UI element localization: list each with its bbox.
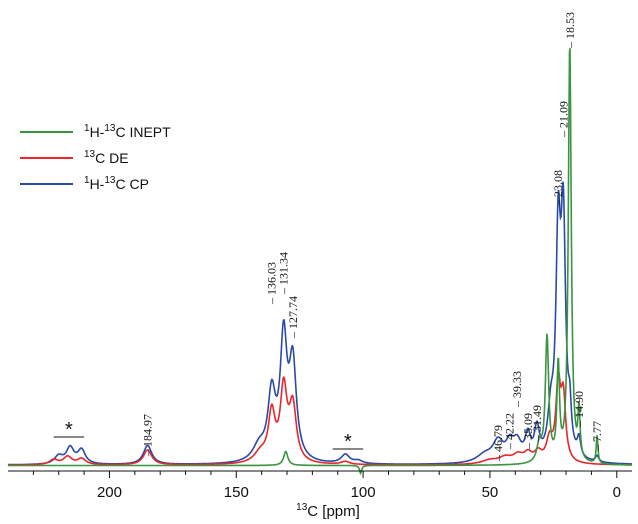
peak-label: – 39.33 [510, 371, 524, 408]
peak-label: – 35.09 [521, 413, 535, 450]
peak-label-group: – 14.90 [572, 391, 586, 428]
x-tick-label: 50 [482, 484, 499, 501]
x-tick-label: 100 [351, 484, 376, 501]
legend-label-inept: 1H-13C INEPT [84, 123, 171, 140]
peak-label: – 184.97 [141, 414, 155, 457]
peak-label-group: – 35.09 [521, 413, 535, 450]
x-tick-label: 200 [97, 484, 122, 501]
peak-label-group: – 31.49 [530, 405, 544, 442]
peak-label: – 42.22 [503, 413, 517, 450]
peak-label-group: – 136.03 [265, 262, 279, 305]
peak-label: – 21.09 [556, 101, 570, 138]
peak-label: – 18.53 [563, 12, 577, 49]
sideband-annotations: ** [53, 419, 364, 453]
peak-label-group: – 46.79 [491, 425, 505, 462]
peak-label: – 7.77 [590, 421, 604, 452]
legend-label-cp: 1H-13C CP [84, 175, 149, 192]
x-axis-ticks: 200 150 100 50 0 [32, 471, 621, 501]
peak-label-group: – 7.77 [590, 421, 604, 452]
peak-label-group: – 131.34 [277, 252, 291, 295]
peak-label-group: – 42.22 [503, 413, 517, 450]
peak-label-group: – 23.08 [551, 170, 565, 207]
peak-label-group: – 39.33 [510, 371, 524, 408]
legend: 1H-13C INEPT 13C DE 1H-13C CP [20, 123, 171, 192]
x-axis: 200 150 100 50 0 13C [ppm] [8, 470, 632, 520]
x-axis-title-text: C [ppm] [307, 503, 360, 520]
sideband-star: * [344, 431, 352, 453]
x-tick-label: 150 [224, 484, 249, 501]
x-tick-label: 0 [613, 484, 621, 501]
peak-label-group: – 18.53 [563, 12, 577, 49]
series-line-inept [8, 48, 632, 476]
x-axis-title: 13C [ppm] [296, 502, 360, 520]
peak-label-group: – 127.74 [286, 296, 300, 339]
peak-label: – 14.90 [572, 391, 586, 428]
legend-label-de: 13C DE [84, 149, 129, 166]
series-line-de [8, 367, 632, 466]
peak-label-group: – 21.09 [556, 101, 570, 138]
peak-label: – 136.03 [265, 262, 279, 305]
peak-labels: – 18.53 – 21.09 – 23.08 – 131.34– 127.74 – 1… [141, 12, 604, 462]
peak-label: – 31.49 [530, 405, 544, 442]
peak-label: – 46.79 [491, 425, 505, 462]
peak-label: – 131.34 [277, 252, 291, 295]
peak-label-group: – 184.97 [141, 414, 155, 457]
sideband-star: * [65, 419, 73, 441]
peak-label: – 127.74 [286, 296, 300, 339]
peak-label: – 23.08 [551, 170, 565, 207]
x-axis-title-superscript: 13 [296, 502, 308, 513]
spectrum-series-layer [8, 48, 632, 476]
